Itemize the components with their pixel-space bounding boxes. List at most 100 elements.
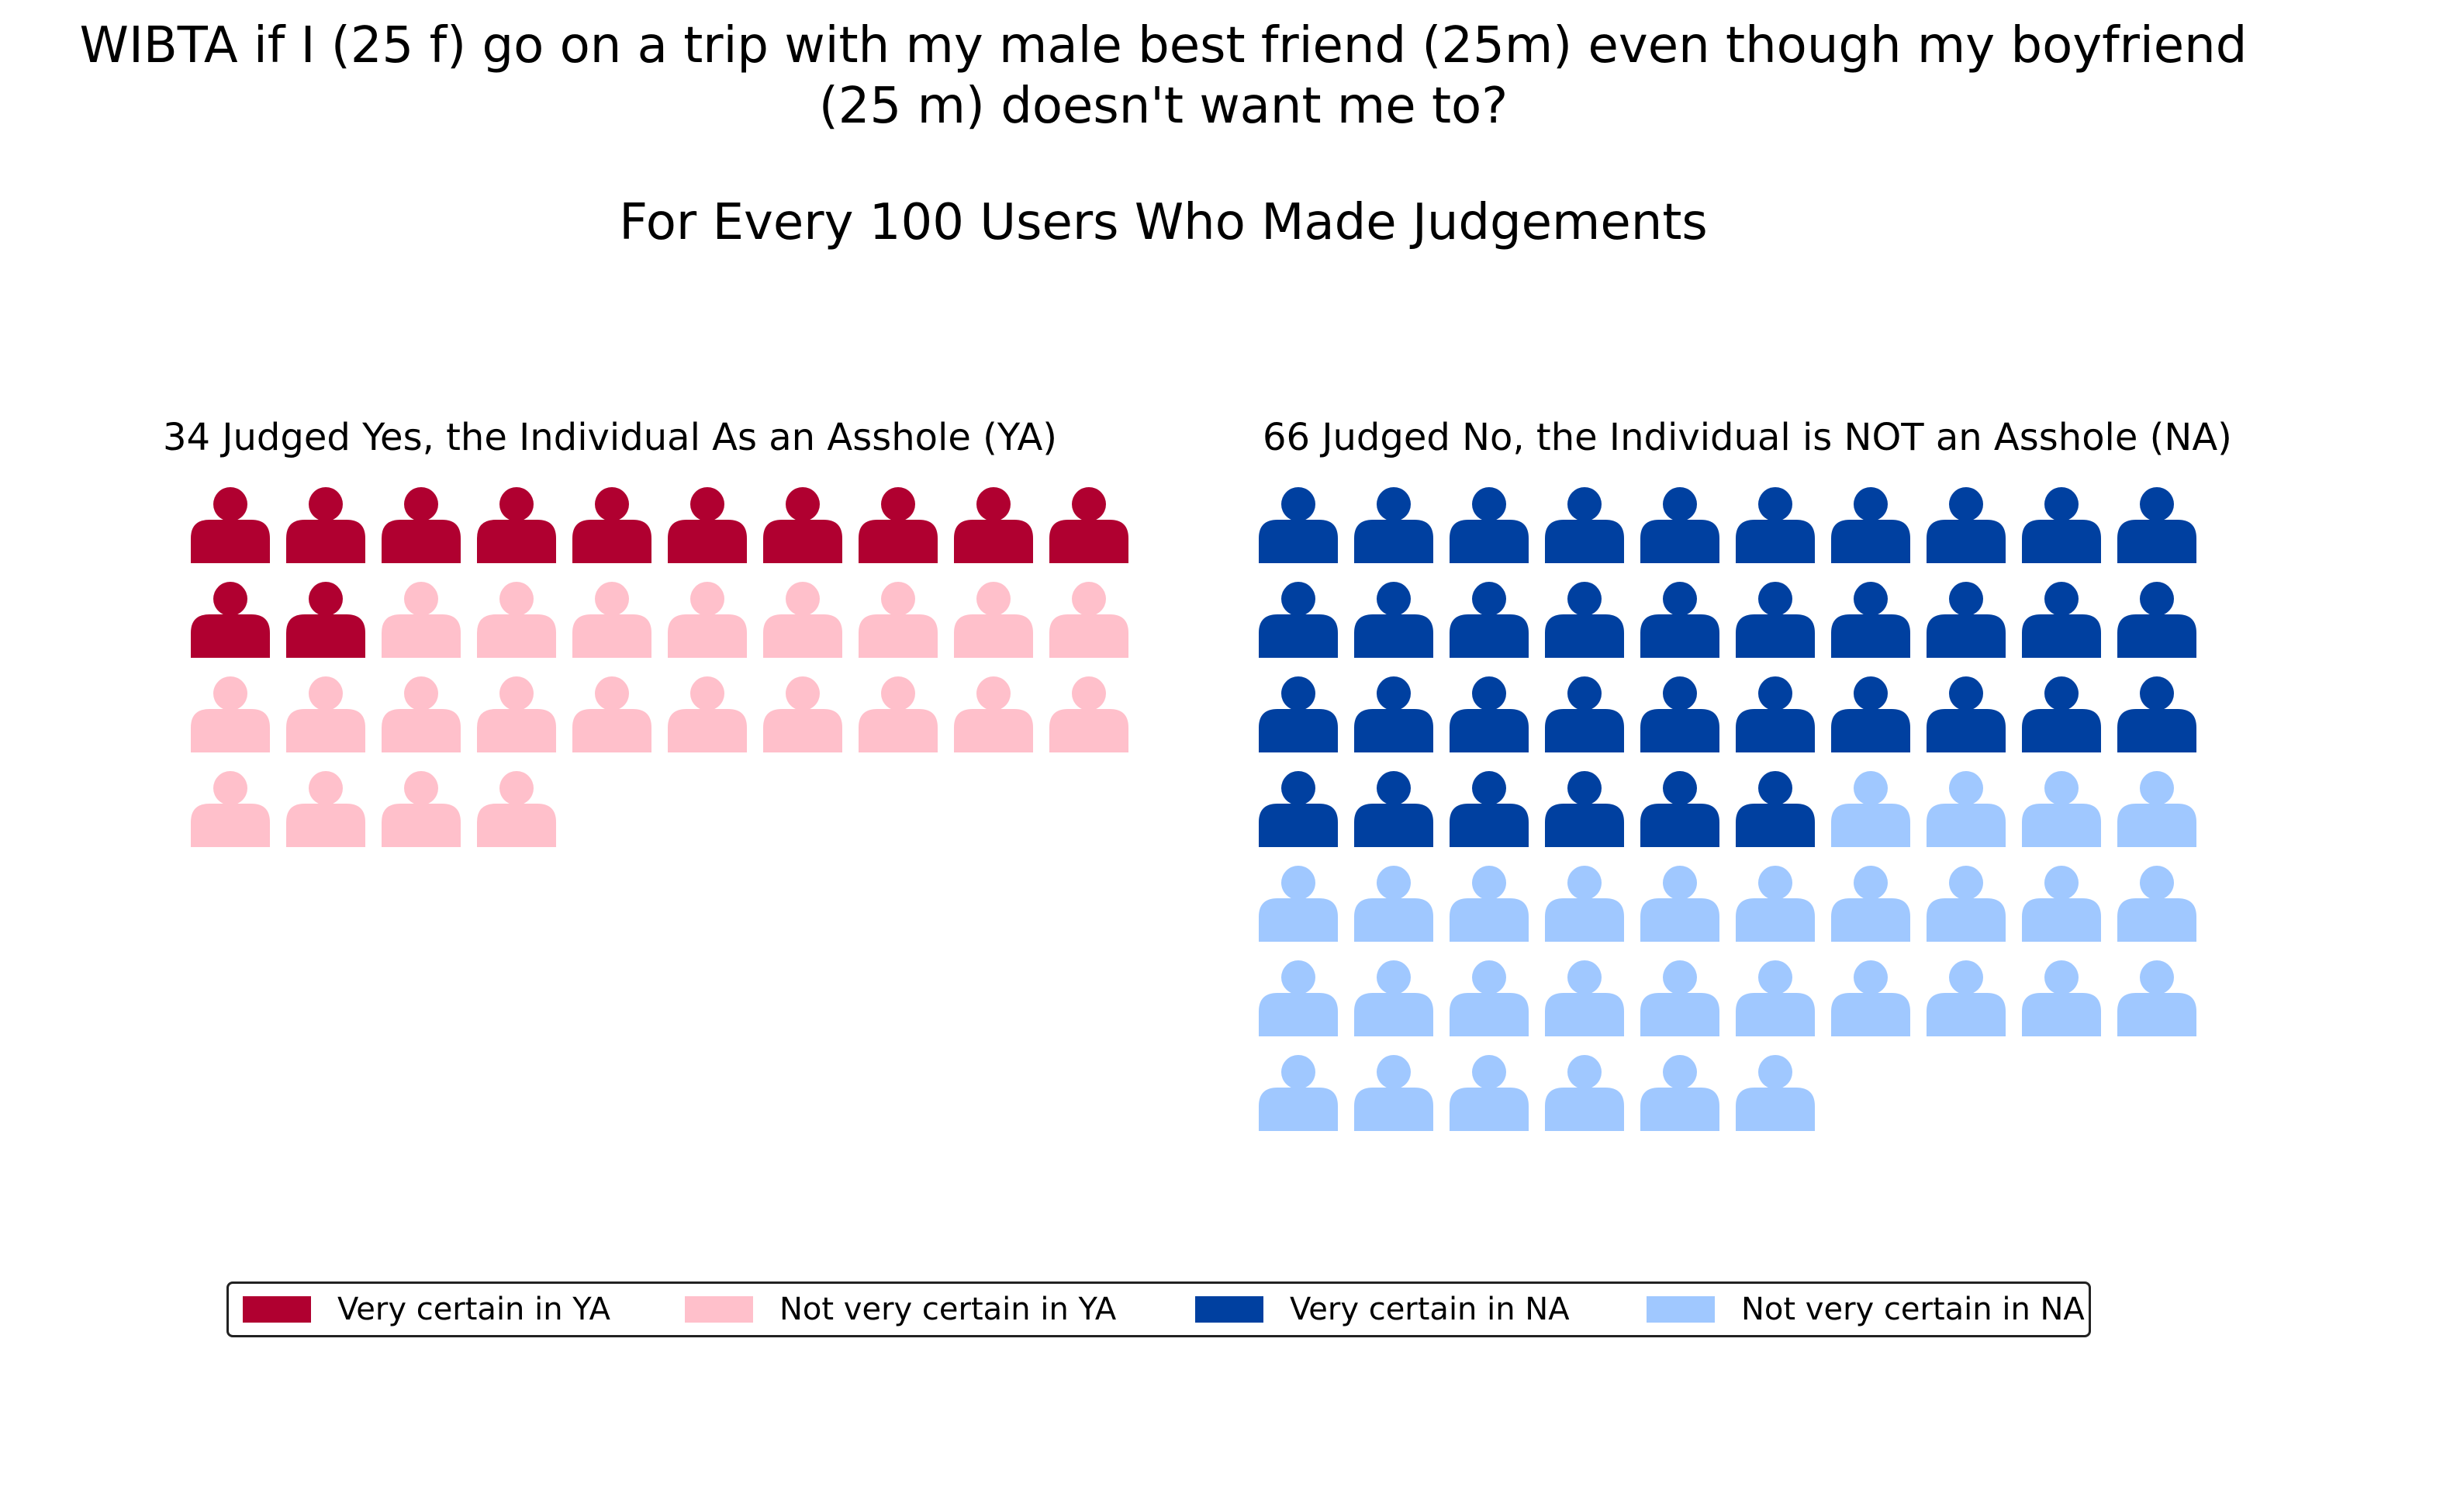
person-icon-not-very-certain-in-ya xyxy=(286,676,365,752)
person-icon-not-very-certain-in-ya xyxy=(382,676,461,752)
panel-title-na: 66 Judged No, the Individual is NOT an A… xyxy=(1263,416,2232,459)
person-icon-very-certain-in-na xyxy=(1259,487,1338,563)
person-icon-very-certain-in-na xyxy=(1354,487,1433,563)
person-icon-not-very-certain-in-na xyxy=(2022,771,2101,847)
person-icon-not-very-certain-in-na xyxy=(1927,960,2006,1036)
person-icon-very-certain-in-ya xyxy=(1049,487,1128,563)
person-icon-very-certain-in-ya xyxy=(477,487,556,563)
person-icon-very-certain-in-na xyxy=(1640,771,1719,847)
legend-entry-not-very-certain-na: Not very certain in NA xyxy=(1647,1284,2085,1335)
person-icon-not-very-certain-in-na xyxy=(1736,960,1815,1036)
legend-entry-not-very-certain-ya: Not very certain in YA xyxy=(685,1284,1116,1335)
person-icon-not-very-certain-in-ya xyxy=(763,582,842,658)
person-icon-not-very-certain-in-na xyxy=(2117,866,2196,942)
person-icon-very-certain-in-ya xyxy=(572,487,651,563)
person-icon-not-very-certain-in-na xyxy=(1927,771,2006,847)
person-icon-not-very-certain-in-na xyxy=(2117,771,2196,847)
person-icon-very-certain-in-na xyxy=(1450,771,1529,847)
person-icon-very-certain-in-na xyxy=(2022,487,2101,563)
panel-title-ya: 34 Judged Yes, the Individual As an Assh… xyxy=(163,416,1058,459)
chart-subtitle: For Every 100 Users Who Made Judgements xyxy=(619,194,1708,251)
person-icon-not-very-certain-in-na xyxy=(1354,960,1433,1036)
person-icon-not-very-certain-in-ya xyxy=(859,582,938,658)
person-icon-very-certain-in-na xyxy=(1640,676,1719,752)
person-icon-not-very-certain-in-ya xyxy=(477,676,556,752)
person-icon-very-certain-in-na xyxy=(1354,582,1433,658)
person-icon-very-certain-in-na xyxy=(1545,676,1624,752)
person-icon-not-very-certain-in-na xyxy=(1450,960,1529,1036)
person-icon-very-certain-in-ya xyxy=(382,487,461,563)
person-icon-not-very-certain-in-ya xyxy=(572,676,651,752)
legend-label-not-very-certain-ya: Not very certain in YA xyxy=(779,1292,1117,1327)
person-icon-very-certain-in-na xyxy=(1927,487,2006,563)
person-icon-very-certain-in-ya xyxy=(191,487,270,563)
person-icon-very-certain-in-ya xyxy=(191,582,270,658)
legend-swatch-not-very-certain-ya xyxy=(685,1296,753,1323)
person-icon-not-very-certain-in-ya xyxy=(1049,676,1128,752)
person-icon-very-certain-in-na xyxy=(2117,487,2196,563)
person-icon-very-certain-in-na xyxy=(1831,582,1910,658)
chart-title-line-2: (25 m) doesn't want me to? xyxy=(818,78,1508,135)
person-icon-very-certain-in-na xyxy=(1927,676,2006,752)
person-icon-not-very-certain-in-ya xyxy=(668,582,747,658)
person-icon-very-certain-in-na xyxy=(1354,676,1433,752)
legend-swatch-not-very-certain-na xyxy=(1647,1296,1715,1323)
person-icon-not-very-certain-in-na xyxy=(1640,1055,1719,1131)
person-icon-very-certain-in-na xyxy=(1640,582,1719,658)
person-icon-not-very-certain-in-na xyxy=(1450,1055,1529,1131)
person-icon-very-certain-in-ya xyxy=(954,487,1033,563)
person-icon-very-certain-in-na xyxy=(1736,676,1815,752)
person-icon-very-certain-in-ya xyxy=(286,487,365,563)
person-icon-very-certain-in-ya xyxy=(286,582,365,658)
person-icon-not-very-certain-in-ya xyxy=(286,771,365,847)
chart-legend: Very certain in YA Not very certain in Y… xyxy=(226,1281,2091,1337)
person-icon-not-very-certain-in-na xyxy=(1545,1055,1624,1131)
person-icon-not-very-certain-in-na xyxy=(1354,866,1433,942)
person-icon-very-certain-in-na xyxy=(2022,582,2101,658)
person-icon-very-certain-in-na xyxy=(1450,582,1529,658)
person-icon-very-certain-in-na xyxy=(1640,487,1719,563)
person-icon-not-very-certain-in-ya xyxy=(191,676,270,752)
person-icon-not-very-certain-in-na xyxy=(1354,1055,1433,1131)
person-icon-very-certain-in-na xyxy=(1450,487,1529,563)
legend-entry-very-certain-na: Very certain in NA xyxy=(1195,1284,1570,1335)
person-icon-not-very-certain-in-ya xyxy=(477,771,556,847)
legend-swatch-very-certain-ya xyxy=(243,1296,311,1323)
person-icon-very-certain-in-na xyxy=(1545,771,1624,847)
person-icon-very-certain-in-na xyxy=(2117,582,2196,658)
person-icon-not-very-certain-in-na xyxy=(1736,866,1815,942)
person-icon-very-certain-in-na xyxy=(2022,676,2101,752)
person-icon-very-certain-in-na xyxy=(1831,676,1910,752)
person-icon-very-certain-in-na xyxy=(1545,487,1624,563)
person-icon-very-certain-in-ya xyxy=(763,487,842,563)
person-icon-not-very-certain-in-na xyxy=(1640,866,1719,942)
person-icon-not-very-certain-in-na xyxy=(1640,960,1719,1036)
person-icon-not-very-certain-in-na xyxy=(2022,960,2101,1036)
legend-label-very-certain-na: Very certain in NA xyxy=(1290,1292,1570,1327)
person-icon-very-certain-in-na xyxy=(1927,582,2006,658)
legend-entry-very-certain-ya: Very certain in YA xyxy=(243,1284,610,1335)
person-icon-very-certain-in-na xyxy=(1736,582,1815,658)
person-icon-not-very-certain-in-na xyxy=(1450,866,1529,942)
person-icon-very-certain-in-na xyxy=(2117,676,2196,752)
person-icon-not-very-certain-in-ya xyxy=(572,582,651,658)
legend-label-not-very-certain-na: Not very certain in NA xyxy=(1741,1292,2085,1327)
person-icon-very-certain-in-na xyxy=(1354,771,1433,847)
person-icon-very-certain-in-na xyxy=(1545,582,1624,658)
person-icon-very-certain-in-na xyxy=(1259,771,1338,847)
person-icon-not-very-certain-in-ya xyxy=(191,771,270,847)
person-icon-not-very-certain-in-ya xyxy=(477,582,556,658)
person-icon-very-certain-in-na xyxy=(1259,676,1338,752)
chart-title-line-1: WIBTA if I (25 f) go on a trip with my m… xyxy=(79,17,2248,74)
person-icon-not-very-certain-in-na xyxy=(1545,866,1624,942)
person-icon-not-very-certain-in-na xyxy=(1259,1055,1338,1131)
person-icon-very-certain-in-na xyxy=(1259,582,1338,658)
person-icon-not-very-certain-in-ya xyxy=(859,676,938,752)
person-icon-not-very-certain-in-ya xyxy=(954,676,1033,752)
person-icon-not-very-certain-in-ya xyxy=(382,582,461,658)
person-icon-not-very-certain-in-na xyxy=(1545,960,1624,1036)
person-icon-not-very-certain-in-na xyxy=(1259,866,1338,942)
legend-label-very-certain-ya: Very certain in YA xyxy=(337,1292,610,1327)
person-icon-not-very-certain-in-na xyxy=(1259,960,1338,1036)
